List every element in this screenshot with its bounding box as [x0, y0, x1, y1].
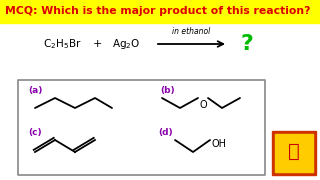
Text: (d): (d): [158, 127, 172, 136]
Text: (a): (a): [28, 86, 42, 94]
Text: ?: ?: [241, 34, 253, 54]
Bar: [18, 80, 265, 175]
Text: (c): (c): [28, 127, 42, 136]
Bar: [272, 131, 316, 175]
Text: 卐: 卐: [288, 141, 300, 161]
Text: MCQ: Which is the major product of this reaction?: MCQ: Which is the major product of this …: [5, 6, 310, 17]
Text: O: O: [200, 100, 208, 110]
Bar: [275, 134, 313, 172]
Text: $\mathregular{Ag_2O}$: $\mathregular{Ag_2O}$: [112, 37, 140, 51]
Text: in ethanol: in ethanol: [172, 28, 210, 37]
Text: OH: OH: [212, 139, 227, 149]
Text: (b): (b): [160, 86, 175, 94]
Bar: [0, 0, 320, 23]
Text: $\mathregular{C_2H_5Br}$: $\mathregular{C_2H_5Br}$: [43, 37, 81, 51]
Text: +: +: [92, 39, 102, 49]
